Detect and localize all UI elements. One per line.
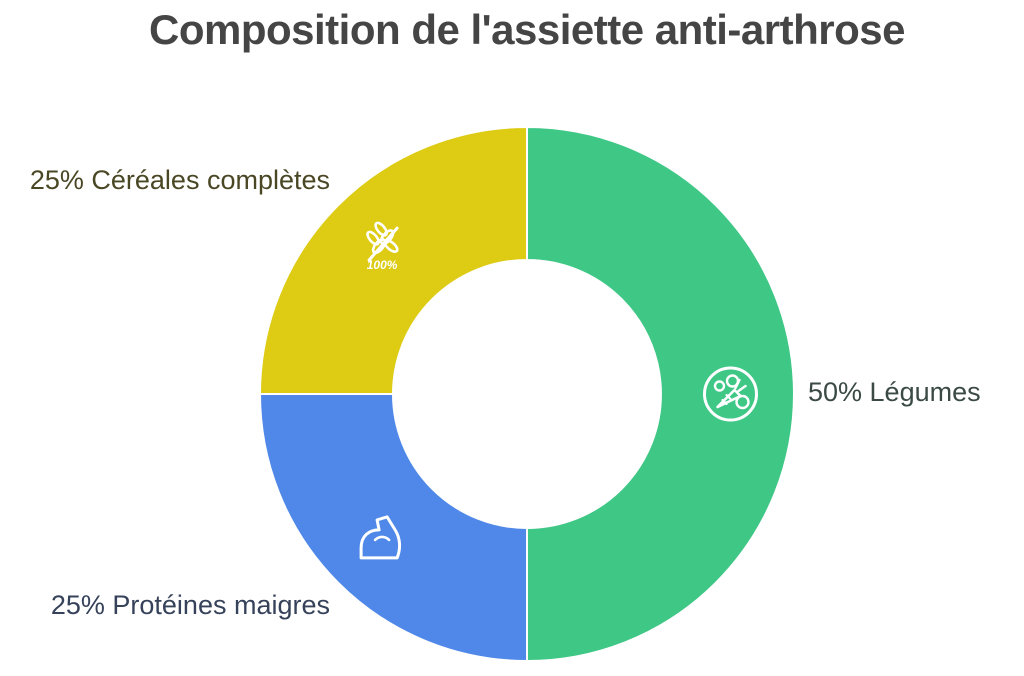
vegetables-icon xyxy=(703,366,758,422)
icons-layer: 100% xyxy=(359,221,758,560)
slice-label: 50% Légumes xyxy=(808,377,981,407)
slice-cereales-completes xyxy=(258,125,528,395)
slice-legumes xyxy=(526,125,795,663)
slice-label: 25% Céréales complètes xyxy=(29,165,330,195)
slice-label: 25% Protéines maigres xyxy=(50,590,330,620)
slices-layer xyxy=(258,125,795,663)
wheat-icon-text: 100% xyxy=(367,258,398,272)
flexed-arm-icon xyxy=(359,515,402,560)
chart-title: Composition de l'assiette anti-arthrose xyxy=(149,6,905,53)
wheat-100-icon: 100% xyxy=(366,221,399,272)
